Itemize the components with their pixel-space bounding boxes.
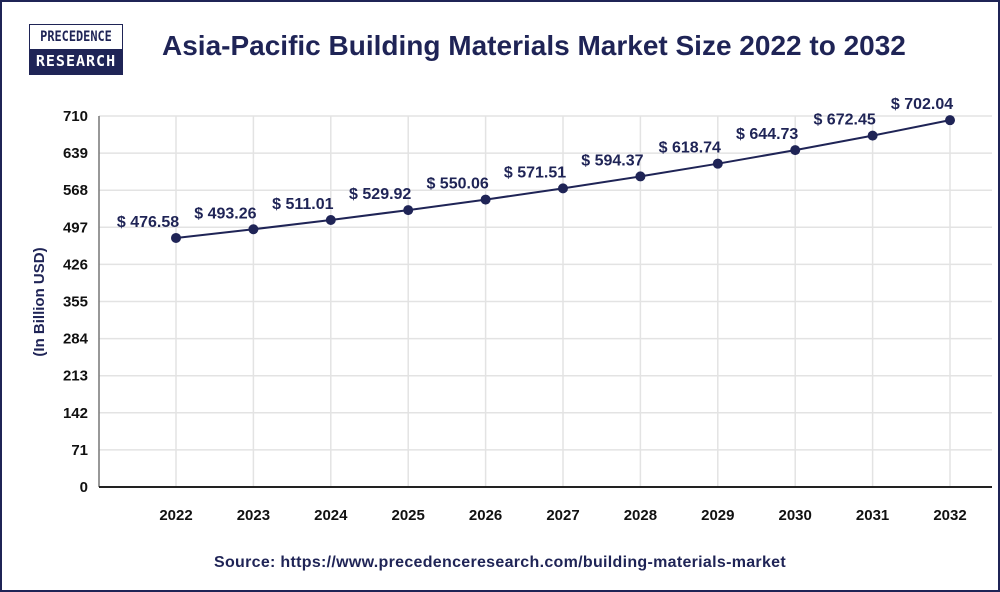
y-tick-label: 710 (63, 108, 88, 125)
y-tick-label: 639 (63, 145, 88, 162)
y-tick-label: 355 (63, 294, 88, 311)
x-tick-label: 2023 (237, 507, 270, 524)
source-text: Source: https://www.precedenceresearch.c… (214, 554, 786, 571)
data-label: $ 493.26 (194, 205, 256, 222)
y-tick-label: 497 (63, 219, 88, 236)
y-tick-label: 142 (63, 405, 88, 422)
data-point (171, 232, 181, 243)
y-tick-label: 426 (63, 256, 88, 273)
y-axis-label: (In Billion USD) (31, 247, 48, 356)
data-point (403, 205, 414, 216)
x-tick-label: 2028 (624, 507, 657, 524)
data-label: $ 702.04 (891, 96, 953, 113)
logo-line2: RESEARCH (30, 49, 122, 74)
x-tick-label: 2027 (546, 507, 579, 524)
x-tick-label: 2029 (701, 507, 734, 524)
data-label: $ 571.51 (504, 164, 566, 181)
x-tick-label: 2031 (856, 507, 889, 524)
x-tick-label: 2032 (933, 507, 966, 524)
data-label: $ 644.73 (736, 126, 798, 143)
x-tick-label: 2024 (314, 507, 348, 524)
x-tick-label: 2022 (159, 507, 192, 524)
x-tick-label: 2026 (469, 507, 502, 524)
data-point (945, 115, 955, 126)
x-tick-label: 2025 (392, 507, 425, 524)
chart-title: Asia-Pacific Building Materials Market S… (162, 30, 906, 61)
x-tick-label: 2030 (779, 507, 812, 524)
y-tick-label: 284 (63, 331, 89, 348)
data-point (867, 130, 878, 141)
data-label: $ 511.01 (272, 196, 334, 213)
y-tick-label: 568 (63, 182, 88, 199)
data-label: $ 529.92 (349, 186, 411, 203)
data-label: $ 672.45 (813, 112, 875, 129)
data-label: $ 550.06 (426, 176, 488, 193)
data-point (325, 214, 336, 225)
y-tick-label: 71 (71, 442, 88, 459)
data-point (558, 183, 568, 194)
precedence-research-logo: PRECEDENCE RESEARCH (29, 24, 123, 75)
y-tick-label: 0 (80, 479, 88, 496)
data-point (248, 224, 259, 235)
y-tick-label: 213 (63, 368, 88, 385)
data-label: $ 594.37 (581, 152, 643, 169)
data-point (790, 145, 801, 156)
logo-line1: PRECEDENCE (36, 25, 116, 49)
data-point (635, 171, 646, 182)
data-label: $ 618.74 (659, 140, 721, 157)
data-point (480, 194, 491, 205)
data-label: $ 476.58 (117, 214, 179, 231)
data-point (712, 158, 723, 169)
